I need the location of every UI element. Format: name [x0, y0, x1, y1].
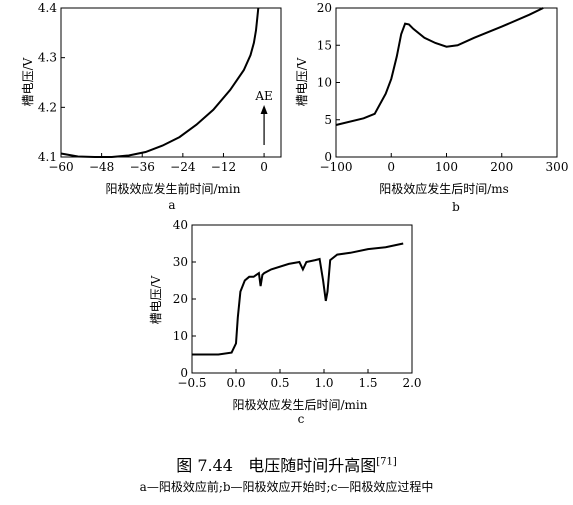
figure-reference: [71] — [376, 456, 397, 468]
panel-b-y-tick-label-1: 5 — [324, 113, 332, 127]
figure-number: 图 7.44 — [176, 456, 233, 475]
ae-arrow-head — [260, 105, 268, 114]
panel-a-y-tick-label-2: 4.3 — [38, 51, 57, 65]
panel-c-axes-frame — [191, 224, 413, 374]
panel-a: −60 −48 −36 −24 −12 0 4.1 4.2 4.3 4.4 阳极效应发生前时间/m… — [21, 1, 282, 212]
panel-a-x-axis-label: 阳极效应发生前时间/min — [106, 181, 241, 196]
panel-b-y-tick-label-4: 20 — [317, 1, 332, 15]
panel-b-x-axis-label: 阳极效应发生后时间/ms — [379, 181, 509, 196]
panel-a-series-line — [60, 7, 260, 158]
panel-b-y-tick-label-3: 15 — [317, 38, 332, 52]
panel-a-x-tick-label-4: −12 — [211, 160, 236, 174]
panel-a-y-tick-label-3: 4.4 — [38, 1, 57, 15]
panel-c-y-tick-label-4: 40 — [173, 218, 188, 232]
panel-c-y-axis-label: 槽电压/V — [149, 275, 163, 324]
panel-c-x-axis-label: 阳极效应发生后时间/min — [233, 397, 368, 412]
panel-b-y-axis-label: 槽电压/V — [295, 57, 309, 106]
panel-c-x-tick-label-2: 0.5 — [270, 376, 289, 390]
panel-c-y-tick-label-1: 10 — [173, 329, 188, 343]
panel-b-x-tick-label-2: 100 — [435, 160, 458, 174]
panel-a-x-tick-label-0: −60 — [48, 160, 73, 174]
ae-label: AE — [254, 89, 272, 103]
panel-a-axes-frame — [60, 7, 282, 158]
panel-c-label: c — [298, 412, 305, 426]
figure-caption: 图 7.44 电压随时间升高图[71] — [0, 452, 573, 476]
panel-c-x-tick-label-0: −0.5 — [177, 376, 206, 390]
panel-b-x-tick-label-4: 300 — [546, 160, 569, 174]
panel-b-y-tick-label-0: 0 — [324, 150, 332, 164]
panel-c-x-tick-label-1: 0.0 — [226, 376, 245, 390]
ae-annotation: AE — [254, 89, 273, 145]
panel-b-label: b — [452, 200, 460, 214]
panel-a-y-tick-label-1: 4.2 — [38, 100, 57, 114]
panel-c-x-tick-label-3: 1.0 — [314, 376, 333, 390]
panel-a-y-axis-label: 槽电压/V — [21, 57, 35, 106]
panel-b-x-tick-label-1: 0 — [387, 160, 395, 174]
panel-b-axes-frame — [335, 7, 558, 158]
panel-b-y-tick-label-2: 10 — [317, 76, 332, 90]
figure-title: 电压随时间升高图 — [248, 456, 377, 475]
panel-c-y-tick-label-0: 0 — [180, 366, 188, 380]
panel-c: −0.5 0.0 0.5 1.0 1.5 2.0 0 10 20 30 40 阳极效应发生后时间/m… — [149, 218, 422, 426]
panel-c-series-line — [192, 242, 404, 356]
panel-a-x-tick-label-3: −24 — [170, 160, 196, 174]
panel-a-x-tick-label-2: −36 — [130, 160, 155, 174]
panel-a-x-tick-label-1: −48 — [89, 160, 114, 174]
panel-c-x-tick-label-4: 1.5 — [358, 376, 377, 390]
panel-a-x-tick-label-5: 0 — [260, 160, 268, 174]
panel-b-series-line — [335, 7, 544, 126]
panel-c-y-tick-label-2: 20 — [173, 292, 188, 306]
panel-b-x-tick-label-0: −100 — [320, 160, 353, 174]
panel-a-label: a — [168, 198, 175, 212]
panel-b-x-tick-label-3: 200 — [490, 160, 513, 174]
panel-c-y-tick-label-3: 30 — [173, 255, 188, 269]
panel-c-x-tick-label-5: 2.0 — [402, 376, 421, 390]
panel-a-y-tick-label-0: 4.1 — [38, 150, 57, 164]
figure-subcaption: a—阳极效应前;b—阳极效应开始时;c—阳极效应过程中 — [139, 480, 434, 494]
